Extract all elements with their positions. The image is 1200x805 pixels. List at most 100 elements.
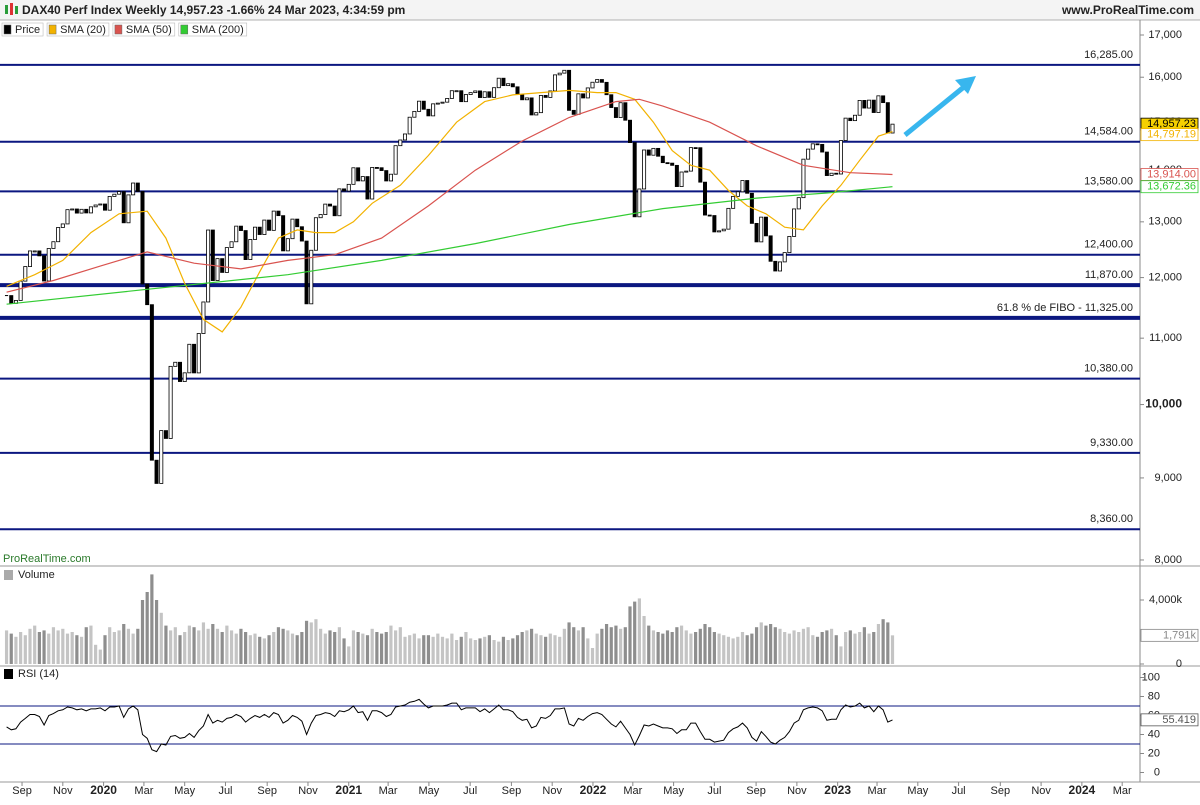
candle (234, 225, 239, 243)
candle (177, 361, 182, 382)
volume-bar (403, 636, 407, 664)
candle (332, 205, 337, 217)
volume-bar (773, 627, 777, 664)
volume-bar (117, 630, 121, 664)
candle (74, 208, 79, 214)
candle (665, 162, 670, 165)
volume-bar (511, 638, 515, 664)
level-label: 11,870.00 (1085, 269, 1133, 281)
candle (482, 91, 487, 98)
value-tag-label: 14,797.19 (1147, 129, 1196, 141)
volume-bar (459, 636, 463, 664)
candle (145, 283, 150, 306)
candle (60, 223, 65, 228)
sma-line (6, 98, 893, 293)
candle (492, 87, 497, 98)
candle (42, 255, 47, 282)
legend-swatch (114, 24, 123, 35)
volume-bar (375, 632, 379, 664)
candle (27, 250, 32, 267)
candle (595, 79, 600, 83)
candle (360, 176, 365, 182)
volume-bar (783, 632, 787, 664)
volume-bar (408, 635, 412, 664)
volume-bar (365, 635, 370, 664)
candle (384, 170, 389, 182)
volume-bar (136, 628, 140, 664)
candle (318, 214, 323, 219)
x-tick-label: 2022 (580, 783, 607, 797)
legend-box (112, 22, 176, 37)
candle (243, 230, 248, 260)
candle (449, 90, 454, 99)
candle (688, 147, 693, 172)
legend-box (46, 22, 110, 37)
volume-bar (759, 622, 763, 664)
candle (576, 93, 581, 115)
volume-bar (417, 638, 421, 664)
volume-bar (497, 641, 501, 664)
level-label: 9,330.00 (1090, 437, 1133, 449)
candle (703, 181, 708, 216)
volume-bar (89, 625, 93, 664)
volume-bar (703, 624, 707, 664)
candle (65, 209, 70, 225)
header-site[interactable]: www.ProRealTime.com (1061, 3, 1194, 17)
level-label: 12,400.00 (1084, 239, 1133, 251)
volume-bar (201, 622, 206, 664)
volume-bar (56, 630, 60, 664)
volume-bar (806, 627, 810, 664)
candle (529, 97, 534, 116)
level-label-bg (994, 301, 1135, 314)
volume-bar (333, 632, 337, 664)
level-label: 61.8 % de FIBO - 11,325.00 (997, 302, 1133, 314)
candle (712, 215, 717, 233)
panel-title: Volume (18, 569, 55, 581)
panel-title: RSI (14) (18, 668, 59, 680)
candle (337, 188, 342, 217)
volume-bar (675, 627, 679, 664)
candle (857, 100, 862, 116)
candle (581, 93, 586, 99)
candle (342, 188, 347, 192)
level-label-bg (1082, 48, 1135, 61)
volume-bar (272, 632, 276, 664)
volume-bar (61, 628, 65, 664)
candle (262, 219, 267, 235)
legend-entry: SMA (20) (60, 24, 106, 36)
candle (623, 102, 628, 121)
candle (224, 247, 229, 273)
candle (206, 229, 211, 303)
header-title: DAX40 Perf Index Weekly 14,957.23 -1.66%… (22, 3, 405, 17)
trend-arrow (903, 80, 972, 137)
candle (154, 459, 159, 484)
volume-bar (769, 624, 773, 664)
level-label-bg (1082, 269, 1135, 282)
candle (848, 117, 853, 122)
panel-icon (4, 570, 13, 580)
x-tick-label: Jul (218, 785, 232, 797)
candle (248, 239, 253, 260)
volume-bar (281, 628, 285, 664)
value-tag (1140, 128, 1199, 142)
candle (506, 83, 511, 87)
candle (351, 167, 356, 185)
candle (632, 142, 637, 218)
candle (862, 100, 867, 109)
volume-bar (637, 598, 641, 664)
volume-bar (150, 574, 154, 664)
volume-bar (304, 620, 309, 664)
volume-bar (122, 624, 126, 664)
legend-entry: SMA (50) (126, 24, 172, 36)
candle (412, 110, 417, 118)
volume-bar (581, 627, 585, 664)
candle (838, 140, 843, 175)
volume-bar (248, 635, 252, 664)
volume-bar (258, 636, 262, 664)
volume-bar (276, 627, 281, 664)
rsi-line (6, 698, 893, 753)
sma-line (6, 89, 893, 333)
volume-bar (792, 630, 796, 664)
volume-bar (98, 649, 102, 664)
